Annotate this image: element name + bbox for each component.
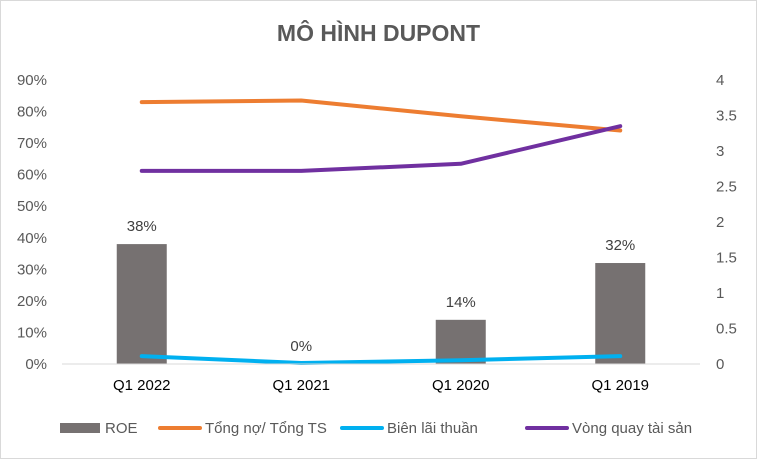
chart-title: MÔ HÌNH DUPONT [276,20,481,46]
bar-data-label: 0% [290,338,312,355]
line-series-1 [139,98,623,133]
y-right-tick-label: 1.5 [716,250,737,267]
y-right-tick-label: 2 [716,214,724,231]
y-left-tick-label: 10% [17,324,47,341]
legend-label-0: ROE [105,420,138,437]
y-left-tick-label: 50% [17,198,47,215]
legend-label-3: Vòng quay tài sản [572,420,692,437]
line-series-2 [139,354,623,366]
y-right-tick-label: 2.5 [716,179,737,196]
bar-roe [116,244,167,364]
legend-label-2: Biên lãi thuần [387,420,478,437]
y-right-tick-label: 0.5 [716,321,737,338]
x-tick-label: Q1 2019 [591,377,649,394]
legend-swatch-0 [60,423,100,433]
y-right-tick-label: 1 [716,285,724,302]
legend-label-1: Tổng nợ/ Tổng TS [205,420,327,437]
x-tick-label: Q1 2022 [113,377,171,394]
y-right-tick-label: 4 [716,72,724,89]
y-left-tick-label: 0% [25,356,47,373]
y-right-tick-label: 0 [716,356,724,373]
y-left-tick-label: 80% [17,104,47,121]
x-tick-label: Q1 2020 [432,377,490,394]
y-left-tick-label: 40% [17,230,47,247]
y-left-tick-label: 90% [17,72,47,89]
bar-roe [595,263,646,364]
y-left-tick-label: 70% [17,135,47,152]
y-left-tick-label: 20% [17,293,47,310]
bar-data-label: 32% [605,237,635,254]
bar-roe [435,319,486,364]
bar-data-label: 14% [446,294,476,311]
y-right-tick-label: 3.5 [716,108,737,125]
x-tick-label: Q1 2021 [272,377,330,394]
y-left-tick-label: 30% [17,261,47,278]
bar-data-label: 38% [127,218,157,235]
y-left-tick-label: 60% [17,167,47,184]
line-series-3 [139,124,623,173]
y-right-tick-label: 3 [716,143,724,160]
